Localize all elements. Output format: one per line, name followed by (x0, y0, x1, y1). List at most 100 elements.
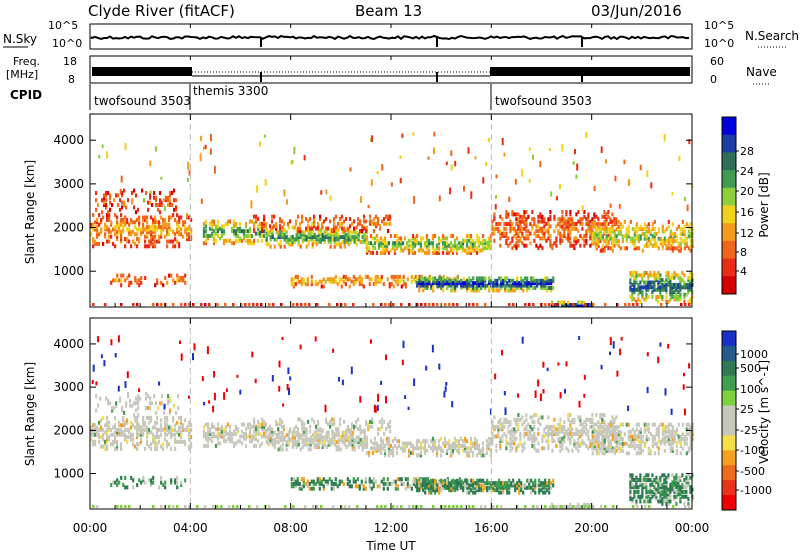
velocity-pixel (373, 448, 377, 453)
power-pixel (396, 279, 399, 284)
velocity-pixel (157, 406, 160, 411)
power-pixel (144, 276, 147, 280)
power-pixel (671, 222, 674, 227)
power-pixel (369, 214, 372, 219)
power-pixel (376, 279, 379, 284)
power-pixel (567, 234, 570, 238)
velocity-pixel (439, 453, 443, 458)
power-pixel (150, 237, 153, 242)
power-pixel (468, 281, 471, 286)
power-pixel (472, 283, 475, 288)
power-pixel (679, 287, 682, 292)
velocity-pixel (155, 410, 158, 415)
power-pixel (263, 221, 266, 226)
velocity-pixel (290, 477, 293, 482)
power-pixel (158, 239, 161, 244)
power-pixel (541, 231, 544, 236)
power-pixel (320, 284, 323, 289)
power-pixel (641, 275, 644, 280)
velocity-pixel (641, 494, 644, 499)
velocity-pixel (258, 422, 262, 427)
power-pixel (655, 287, 658, 292)
velocity-pixel (337, 447, 340, 452)
velocity-pixel (343, 437, 346, 442)
velocity-pixel (396, 486, 399, 491)
velocity-pixel (559, 439, 562, 444)
velocity-pixel (136, 427, 139, 432)
velocity-pixel (176, 480, 179, 485)
velocity-pixel (149, 406, 152, 411)
velocity-pixel (275, 433, 278, 438)
velocity-pixel (567, 436, 570, 441)
power-pixel (299, 226, 302, 231)
velocity-pixel (609, 422, 612, 427)
power-pixel (629, 236, 632, 241)
velocity-pixel (248, 427, 252, 432)
power-pixel (520, 281, 523, 286)
power-pixel (333, 217, 336, 221)
velocity-pixel (377, 448, 381, 453)
power-pixel (546, 276, 549, 281)
velocity-pixel (615, 448, 618, 453)
velocity-pixel (491, 424, 494, 429)
power-pixel (305, 226, 308, 231)
velocity-pixel (523, 441, 526, 446)
power-pixel (405, 241, 409, 246)
power-pixel (204, 224, 208, 229)
power-pixel (325, 189, 328, 195)
power-pixel (665, 290, 668, 295)
velocity-pixel (206, 436, 210, 441)
power-pixel (389, 214, 392, 219)
velocity-pixel (685, 427, 688, 432)
power-pixel (301, 239, 304, 244)
velocity-pixel (301, 433, 304, 438)
power-pixel (601, 248, 604, 253)
velocity-pixel (617, 439, 620, 444)
power-pixel (520, 276, 523, 281)
power-pixel (447, 250, 451, 255)
velocity-pixel (645, 489, 648, 494)
power-pixel (581, 222, 584, 226)
power-pixel (92, 222, 95, 227)
velocity-pixel (579, 417, 582, 422)
power-pixel (492, 286, 495, 290)
power-pixel (535, 224, 538, 229)
power-pixel (169, 193, 172, 198)
velocity-pixel (146, 430, 149, 435)
velocity-pixel (269, 429, 272, 434)
power-pixel (450, 278, 453, 283)
power-pixel (459, 241, 463, 246)
velocity-pixel (506, 481, 509, 486)
power-pixel (671, 273, 674, 278)
velocity-pixel (432, 488, 435, 493)
velocity-pixel (665, 434, 668, 439)
power-pixel (370, 277, 373, 282)
velocity-pixel (452, 488, 455, 493)
velocity-pixel (633, 429, 636, 434)
power-pixel (340, 284, 343, 289)
power-pixel (599, 238, 602, 243)
velocity-pixel (581, 422, 584, 427)
power-pixel (263, 219, 266, 224)
velocity-pixel (142, 475, 145, 480)
power-pixel (659, 292, 662, 297)
velocity-pixel (412, 477, 415, 482)
power-pixel (495, 174, 498, 179)
velocity-pixel (548, 478, 551, 483)
power-pixel (96, 225, 99, 230)
power-pixel (150, 239, 153, 244)
power-pixel (482, 276, 485, 281)
power-pixel (361, 239, 364, 244)
velocity-pixel (641, 485, 644, 490)
power-pixel (528, 281, 531, 286)
power-pixel (104, 227, 107, 232)
power-pixel (591, 234, 594, 239)
power-colorbar-tick-2: 20 (740, 185, 754, 198)
power-pixel (341, 214, 344, 219)
velocity-pixel (587, 417, 590, 422)
velocity-pixel (545, 439, 548, 444)
power-pixel (248, 234, 252, 238)
power-colorbar-tick-1: 24 (740, 165, 754, 178)
velocity-pixel (677, 439, 680, 444)
